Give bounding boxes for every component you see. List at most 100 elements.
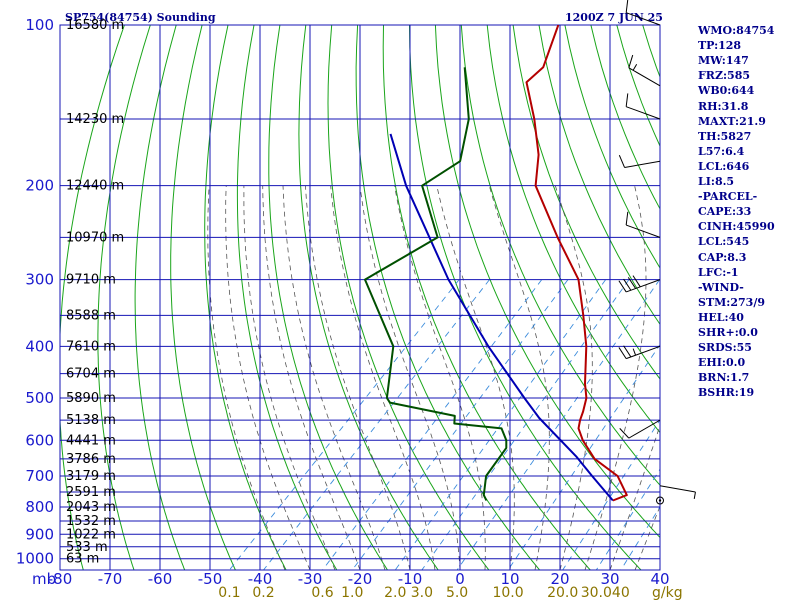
height-label: 533 m <box>66 540 108 555</box>
dry-adiabat <box>60 25 125 570</box>
moist-adiabat <box>225 185 311 570</box>
moist-adiabat <box>243 185 336 570</box>
dry-adiabats <box>60 25 800 570</box>
stat-line: BSHR:19 <box>698 386 755 400</box>
mixing-ratio-line <box>562 419 660 570</box>
height-label: 9710 m <box>66 273 116 288</box>
stat-line: SRDS:55 <box>698 341 752 355</box>
height-label: 12440 m <box>66 179 124 194</box>
wind-barb <box>625 93 661 120</box>
moist-adiabat <box>488 185 550 570</box>
temperature-tick-label: 10 <box>500 570 519 588</box>
stat-line: BRN:1.7 <box>698 371 750 385</box>
temperature-tick-label: -50 <box>198 570 223 588</box>
wind-barb <box>618 345 661 360</box>
stat-line: EHI:0.0 <box>698 356 746 370</box>
height-label: 5890 m <box>66 391 116 406</box>
mixing-ratio-line <box>421 279 630 570</box>
height-label: 2591 m <box>66 485 116 500</box>
pressure-label: 1000 <box>16 550 54 568</box>
dry-adiabat <box>298 25 439 570</box>
plot-frame <box>59 24 661 571</box>
temperature-tick-label: -70 <box>98 570 123 588</box>
stat-line: HEL:40 <box>698 310 744 324</box>
height-label: 8588 m <box>66 308 116 323</box>
dry-adiabat <box>204 25 287 570</box>
stat-line: WB0:644 <box>698 84 755 98</box>
temperature-line <box>525 25 628 502</box>
height-label: 5138 m <box>66 413 116 428</box>
moist-adiabat <box>394 185 486 570</box>
stat-line: -WIND- <box>698 280 744 294</box>
pressure-temperature-grid <box>59 24 661 571</box>
moist-adiabat <box>282 185 386 570</box>
temperature-tick-label: -80 <box>48 570 73 588</box>
mixing-ratio-line <box>507 343 660 570</box>
dry-adiabat <box>564 25 660 269</box>
stat-line: LFC:-1 <box>698 265 739 279</box>
mixing-ratio-label: 5.0 <box>446 585 468 600</box>
moist-adiabat <box>609 424 660 570</box>
sounding-time: 1200Z 7 JUN 25 <box>565 11 663 24</box>
mixing-ratio-label: 2.0 <box>384 585 406 600</box>
parcel-path-line <box>389 133 614 502</box>
stat-line: CINH:45990 <box>698 220 775 234</box>
dry-adiabat <box>236 25 338 570</box>
height-label: 3786 m <box>66 452 116 467</box>
height-label: 3179 m <box>66 469 116 484</box>
dry-adiabat <box>327 25 490 570</box>
temperature-tick-label: -20 <box>348 570 373 588</box>
mixing-ratio-line <box>263 279 490 570</box>
dry-adiabat <box>460 25 660 486</box>
dry-adiabat <box>434 25 660 539</box>
moist-adiabats <box>207 185 660 570</box>
mixing-ratio-label: 1.0 <box>341 585 363 600</box>
wind-barb <box>618 155 661 168</box>
temperature-tick-label: 0 <box>455 570 465 588</box>
wind-barb <box>656 496 664 505</box>
stat-line: MW:147 <box>698 54 749 68</box>
stat-line: LI:8.5 <box>698 175 735 188</box>
mixing-ratio-line <box>456 279 660 570</box>
sounding-title: SP754(84754) Sounding <box>65 11 216 24</box>
pressure-axis-unit: mb <box>32 570 56 588</box>
pressure-label: 500 <box>25 389 54 407</box>
dry-adiabat <box>382 25 591 570</box>
temperature-tick-label: -40 <box>248 570 273 588</box>
dry-adiabat <box>538 25 660 326</box>
height-label: 4441 m <box>66 433 116 448</box>
wind-barb <box>659 485 696 499</box>
height-label: 10970 m <box>66 230 124 245</box>
pressure-label: 600 <box>25 431 54 449</box>
stat-line: CAP:8.3 <box>698 250 747 264</box>
temperature-tick-label: -30 <box>298 570 323 588</box>
stat-line: CAPE:33 <box>698 205 752 219</box>
mixing-ratio-label: 20.0 <box>547 585 578 600</box>
moist-adiabat <box>634 505 660 570</box>
wind-barb <box>619 419 661 439</box>
mixing-ratio-line <box>394 279 607 570</box>
temperature-tick-label: 30 <box>600 570 619 588</box>
moist-adiabat <box>359 185 461 570</box>
mixing-ratio-lines <box>229 279 660 570</box>
height-label: 63 m <box>66 552 99 567</box>
pressure-label: 400 <box>25 337 54 355</box>
dry-adiabat <box>772 25 800 570</box>
dry-adiabat <box>134 25 186 570</box>
stat-line: TH:5827 <box>698 129 752 143</box>
moist-adiabat <box>262 185 361 570</box>
dry-adiabat <box>409 25 642 570</box>
mixing-ratio-label: 3.0 <box>411 585 433 600</box>
height-label: 6704 m <box>66 367 116 382</box>
moist-adiabat <box>436 185 515 570</box>
height-label: 16580 m <box>66 18 124 33</box>
dry-adiabat <box>97 25 151 570</box>
stat-line: WMO:84754 <box>698 24 775 37</box>
mixing-ratio-label: 0.6 <box>311 585 333 600</box>
stat-line: L57:6.4 <box>698 144 745 158</box>
wind-barb <box>625 211 661 238</box>
pressure-label: 700 <box>25 467 54 485</box>
stat-line: RH:31.8 <box>698 99 749 113</box>
